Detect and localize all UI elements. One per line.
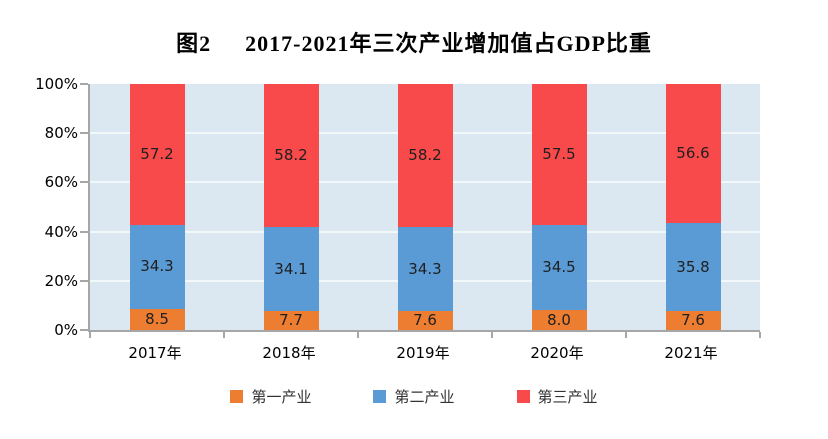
bar-2021年: 7.6 35.8 56.6 <box>665 84 721 330</box>
legend-item-第三产业: 第三产业 <box>516 386 598 407</box>
data-label: 56.6 <box>676 144 710 163</box>
chart-title-text: 2017-2021年三次产业增加值占GDP比重 <box>245 31 652 56</box>
data-label: 58.2 <box>408 145 442 164</box>
data-label: 7.6 <box>681 311 705 330</box>
bar-segment-第一产业: 8.0 <box>531 310 587 330</box>
y-tick-label: 0% <box>54 321 78 339</box>
bar-segment-第三产业: 56.6 <box>665 84 721 224</box>
x-axis-tick <box>357 332 359 338</box>
x-axis-tick <box>223 332 225 338</box>
bar-2020年: 8.0 34.5 57.5 <box>531 84 587 330</box>
x-axis-tick <box>89 332 91 338</box>
legend-swatch-icon <box>516 390 530 403</box>
bar-segment-第二产业: 34.5 <box>531 225 587 311</box>
x-axis-tick <box>625 332 627 338</box>
data-label: 34.1 <box>274 259 308 278</box>
data-label: 34.3 <box>408 259 442 278</box>
y-tick-label: 20% <box>44 271 78 290</box>
data-label: 34.5 <box>542 258 576 277</box>
bar-2017年: 8.5 34.3 57.2 <box>129 84 185 330</box>
bar-segment-第三产业: 57.5 <box>531 84 587 226</box>
bar-segment-第一产业: 7.6 <box>397 311 453 330</box>
bar-segment-第二产业: 34.3 <box>397 226 453 312</box>
legend: 第一产业 第二产业 第三产业 <box>0 386 828 407</box>
bar-segment-第一产业: 7.7 <box>263 311 319 330</box>
legend-item-第一产业: 第一产业 <box>230 386 311 407</box>
x-tick-label: 2018年 <box>262 344 316 362</box>
chart-title: 图2 2017-2021年三次产业增加值占GDP比重 <box>0 26 828 58</box>
data-label: 34.3 <box>140 257 174 276</box>
legend-swatch-icon <box>373 390 387 403</box>
bar-2019年: 7.6 34.3 58.2 <box>397 83 453 330</box>
legend-label: 第二产业 <box>394 388 455 406</box>
x-tick-label: 2017年 <box>128 344 182 362</box>
bar-2018年: 7.7 34.1 58.2 <box>263 84 319 330</box>
bar-segment-第一产业: 7.6 <box>665 311 721 330</box>
legend-label: 第三产业 <box>537 388 598 406</box>
bar-segment-第一产业: 8.5 <box>129 309 185 330</box>
data-label: 8.0 <box>547 310 571 329</box>
plot-area: 8.5 34.3 57.2 7.7 34.1 58.2 7.6 34.3 58.2 8.0 34.5… <box>80 83 761 338</box>
bar-segment-第二产业: 34.1 <box>263 227 319 312</box>
y-axis-tick <box>80 230 88 233</box>
data-label: 35.8 <box>676 257 710 276</box>
y-tick-label: 80% <box>44 124 78 143</box>
chart-title-prefix: 图2 <box>176 31 212 56</box>
bar-segment-第三产业: 57.2 <box>129 84 185 225</box>
data-label: 57.2 <box>140 144 174 163</box>
legend-swatch-icon <box>230 390 244 403</box>
bar-segment-第三产业: 58.2 <box>397 83 453 227</box>
x-tick-label: 2020年 <box>530 344 584 362</box>
x-axis-tick <box>491 332 493 338</box>
data-label: 7.7 <box>279 311 303 330</box>
data-label: 8.5 <box>145 310 169 329</box>
y-axis-tick <box>80 329 88 331</box>
x-axis-tick <box>759 332 761 338</box>
y-tick-label: 100% <box>35 75 78 93</box>
y-axis-tick <box>80 83 88 85</box>
legend-label: 第一产业 <box>251 388 312 406</box>
x-tick-label: 2019年 <box>396 344 450 362</box>
y-axis-tick <box>80 279 88 282</box>
bar-segment-第三产业: 58.2 <box>263 84 319 228</box>
data-label: 57.5 <box>542 145 576 164</box>
y-tick-label: 60% <box>44 173 78 192</box>
y-tick-label: 40% <box>44 222 78 241</box>
y-axis-tick <box>80 132 88 135</box>
data-label: 58.2 <box>274 146 308 165</box>
bar-segment-第二产业: 34.3 <box>129 224 185 310</box>
y-axis-tick <box>80 181 88 184</box>
data-label: 7.6 <box>413 311 437 330</box>
x-tick-label: 2021年 <box>664 344 718 362</box>
legend-item-第二产业: 第二产业 <box>373 386 455 407</box>
bar-segment-第二产业: 35.8 <box>665 223 721 312</box>
